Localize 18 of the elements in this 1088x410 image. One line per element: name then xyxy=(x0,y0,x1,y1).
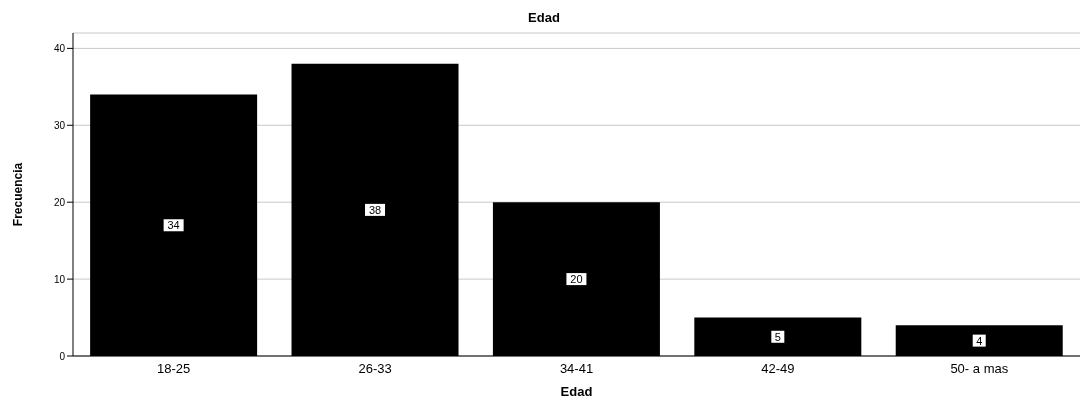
x-tick-label: 50- a mas xyxy=(950,361,1009,377)
x-tick-label: 42-49 xyxy=(761,361,795,377)
x-tick-label: 26-33 xyxy=(358,361,392,377)
y-tick-label: 0 xyxy=(59,350,66,362)
y-tick-label: 20 xyxy=(53,196,66,208)
data-label: 5 xyxy=(774,330,781,343)
x-axis-title: Edad xyxy=(560,384,593,399)
data-label: 34 xyxy=(167,219,180,232)
y-axis-title: Frecuencia xyxy=(11,162,26,227)
y-tick-label: 10 xyxy=(53,273,66,285)
data-label: 38 xyxy=(368,203,382,216)
data-label: 4 xyxy=(976,334,983,347)
x-tick-label: 18-25 xyxy=(157,361,191,377)
data-label: 20 xyxy=(570,273,583,286)
y-tick-label: 40 xyxy=(53,42,66,54)
chart-title: Edad xyxy=(527,9,561,27)
y-tick-label: 30 xyxy=(53,119,66,131)
x-tick-label: 34-41 xyxy=(559,361,594,377)
